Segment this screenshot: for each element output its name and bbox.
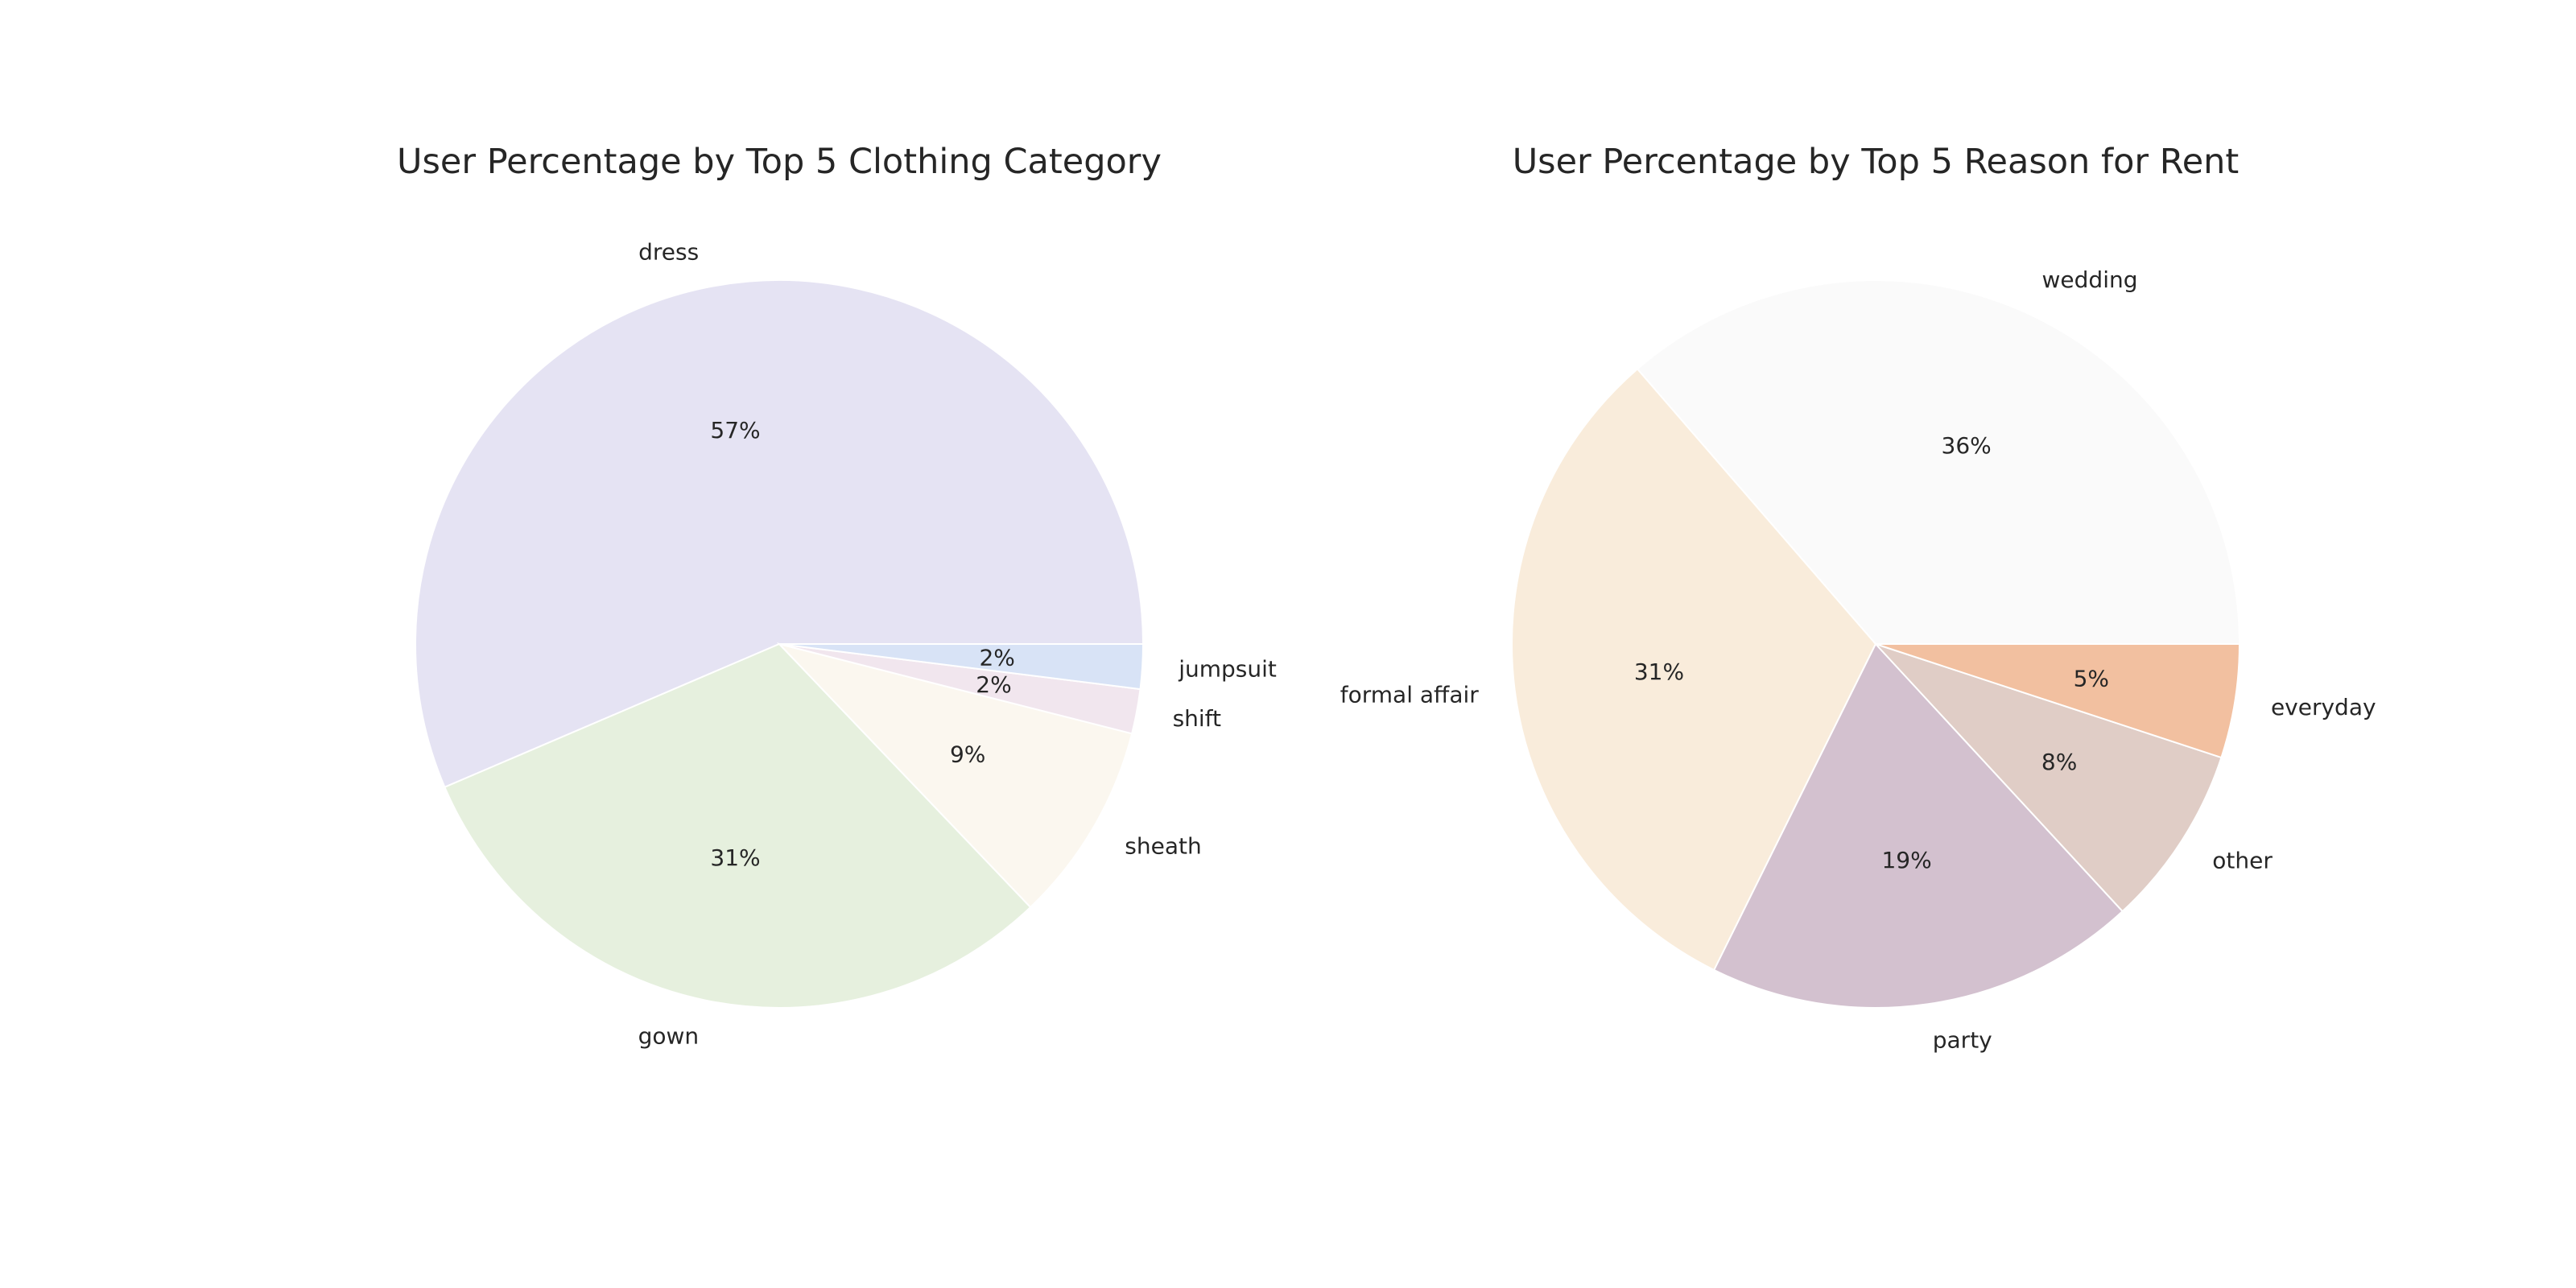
pie-chart-clothing-category: User Percentage by Top 5 Clothing Catego… bbox=[397, 142, 1277, 1050]
pie-slice-party bbox=[1712, 642, 2124, 1009]
slice-label-sheath: sheath bbox=[1125, 832, 1201, 859]
chart-title-clothing-category: User Percentage by Top 5 Clothing Catego… bbox=[397, 142, 1162, 182]
pct-label-dress: 57% bbox=[710, 417, 760, 444]
pie-slice-formal-affair bbox=[1511, 367, 1877, 972]
pct-label-wedding: 36% bbox=[1942, 432, 1992, 459]
pie-slice-gown bbox=[444, 642, 1032, 1009]
pie-1-slices: wedding 36% formal affair 31% party 19% other 8… bbox=[1340, 266, 2376, 1053]
pie-slice-dress bbox=[415, 279, 1145, 789]
pct-label-other: 8% bbox=[2041, 749, 2077, 775]
pie-chart-reason-for-rent: User Percentage by Top 5 Reason for Rent… bbox=[1340, 142, 2376, 1054]
slice-label-party: party bbox=[1933, 1027, 1992, 1054]
pie-slice-everyday bbox=[1875, 643, 2241, 759]
pie-slice-wedding bbox=[1636, 279, 2241, 645]
pie-slice-other bbox=[1872, 642, 2223, 913]
slice-label-gown: gown bbox=[638, 1023, 700, 1050]
pct-label-formal-affair: 31% bbox=[1634, 658, 1684, 685]
pct-label-jumpsuit: 2% bbox=[979, 644, 1014, 671]
slice-label-dress: dress bbox=[638, 238, 699, 265]
slice-label-shift: shift bbox=[1173, 705, 1221, 732]
chart-title-reason-for-rent: User Percentage by Top 5 Reason for Rent bbox=[1513, 142, 2240, 182]
pct-label-everyday: 5% bbox=[2074, 665, 2109, 691]
slice-label-wedding: wedding bbox=[2042, 266, 2138, 293]
pct-label-gown: 31% bbox=[710, 844, 760, 871]
slice-label-everyday: everyday bbox=[2271, 694, 2376, 720]
pie-slice-jumpsuit bbox=[778, 643, 1145, 691]
pct-label-party: 19% bbox=[1881, 847, 1931, 873]
slice-label-other: other bbox=[2212, 847, 2273, 873]
slice-label-jumpsuit: jumpsuit bbox=[1178, 655, 1277, 682]
pie-slice-sheath bbox=[776, 642, 1133, 909]
pct-label-sheath: 9% bbox=[950, 741, 985, 767]
pie-0-slices: dress 57% gown 31% sheath 9% shift 2% jumpsuit 2% bbox=[415, 238, 1277, 1050]
slice-label-formal-affair: formal affair bbox=[1340, 681, 1480, 708]
pct-label-shift: 2% bbox=[976, 671, 1011, 698]
